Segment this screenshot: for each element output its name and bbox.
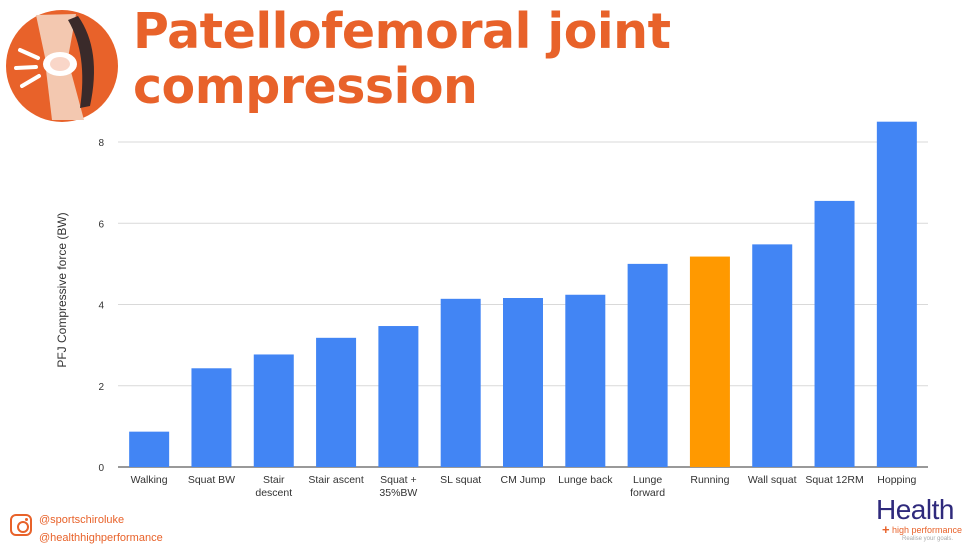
x-tick-label: Wall squat: [748, 474, 797, 486]
bar: [503, 298, 543, 467]
x-tick-label: Walking: [131, 474, 168, 486]
page-title: Patellofemoral joint compression: [133, 3, 671, 115]
bar: [814, 200, 855, 467]
x-tick-label: Lunge back: [558, 474, 613, 486]
plus-icon: +: [882, 522, 890, 537]
x-tick-label: descent: [255, 487, 292, 499]
bar: [440, 298, 481, 467]
bar: [378, 326, 419, 467]
bar: [316, 337, 357, 467]
bar: [689, 256, 730, 467]
bar: [129, 431, 170, 467]
bar: [627, 263, 668, 467]
x-tick-label: CM Jump: [501, 474, 546, 486]
bar: [253, 354, 294, 467]
social-handle[interactable]: @healthhighperformance: [39, 532, 163, 544]
y-tick-label: 6: [98, 219, 104, 230]
y-tick-label: 0: [98, 463, 104, 474]
x-tick-label: Stair ascent: [308, 474, 364, 486]
knee-joint-icon: [6, 10, 118, 122]
x-tick-label: forward: [630, 487, 665, 499]
x-tick-label: 35%BW: [379, 487, 417, 499]
x-tick-label: Stair: [263, 474, 285, 486]
bars: [129, 121, 917, 467]
y-tick-label: 2: [98, 382, 104, 393]
y-axis-label: PFJ Compressive force (BW): [55, 212, 69, 367]
bar: [876, 121, 917, 467]
bar: [752, 244, 793, 467]
brand-subtitle: high performance: [892, 525, 963, 535]
brand-name: Health: [876, 494, 954, 525]
brand-logo: Health + high performance Realise your g…: [876, 494, 976, 546]
y-axis-ticks: 0 2 4 6 8: [98, 138, 104, 474]
y-tick-label: 4: [98, 301, 104, 312]
bar: [565, 294, 606, 467]
x-tick-label: Squat +: [380, 474, 417, 486]
instagram-icon: [10, 514, 32, 536]
x-tick-label: Hopping: [877, 474, 916, 486]
brand-tagline: Realise your goals.: [902, 536, 954, 542]
x-tick-label: Running: [690, 474, 729, 486]
x-tick-label: Squat 12RM: [805, 474, 863, 486]
social-handle[interactable]: @sportschiroluke: [39, 514, 125, 526]
x-tick-label: SL squat: [440, 474, 481, 486]
x-tick-label: Lunge: [633, 474, 662, 486]
x-tick-label: Squat BW: [188, 474, 235, 486]
bar: [191, 368, 232, 467]
y-tick-label: 8: [98, 138, 104, 149]
